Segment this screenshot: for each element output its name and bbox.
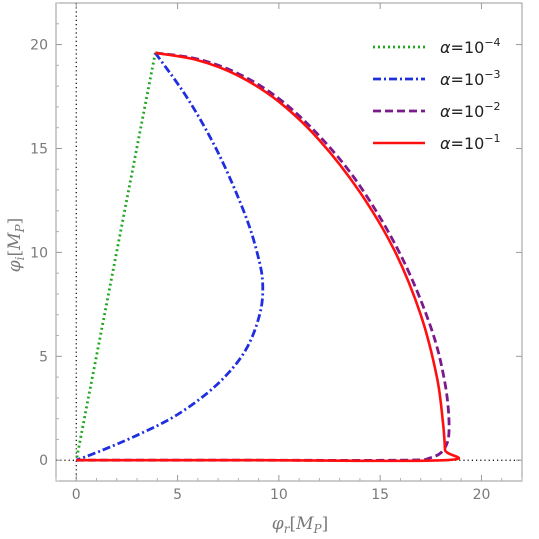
x-axis-subscript: r: [284, 522, 291, 536]
y-tick-label: 20: [30, 38, 48, 54]
legend-label-3: α=10−2: [440, 100, 501, 121]
x-axis-unit: M: [295, 514, 314, 534]
x-axis-label: φr[MP]: [272, 514, 328, 536]
y-tick-label: 0: [39, 453, 48, 469]
legend-label-2: α=10−3: [440, 68, 501, 89]
y-axis-unit: M: [5, 232, 25, 251]
series-line-1: [74, 52, 157, 461]
y-axis-symbol: φ: [5, 260, 25, 272]
y-tick-label: 15: [30, 141, 48, 157]
plot-frame: [55, 2, 523, 482]
y-axis-subscript: i: [13, 256, 27, 260]
x-tick-label: 20: [473, 487, 491, 503]
x-axis-symbol: φ: [272, 514, 284, 534]
series-layer: [74, 51, 461, 463]
x-tick-label: 0: [72, 487, 81, 503]
x-tick-label: 5: [173, 487, 182, 503]
plot-frame-layer: [55, 2, 523, 482]
y-tick-label: 5: [39, 349, 48, 365]
ticks-layer: 0 5 10 15 20 0 5 10 15 20: [30, 2, 523, 503]
series-line-2: [75, 52, 265, 462]
x-axis-unit-subscript: P: [313, 522, 323, 536]
legend-layer: α=10−4 α=10−3 α=10−2 α=10−1: [373, 36, 501, 153]
series-line-4: [76, 51, 461, 463]
x-tick-label: 15: [371, 487, 389, 503]
x-tick-label: 10: [270, 487, 288, 503]
y-axis-unit-subscript: P: [13, 223, 27, 233]
legend-label-1: α=10−4: [440, 36, 501, 57]
legend-label-4: α=10−1: [440, 132, 501, 153]
y-tick-label: 10: [30, 245, 48, 261]
y-axis-label: φi[MP]: [5, 218, 27, 273]
